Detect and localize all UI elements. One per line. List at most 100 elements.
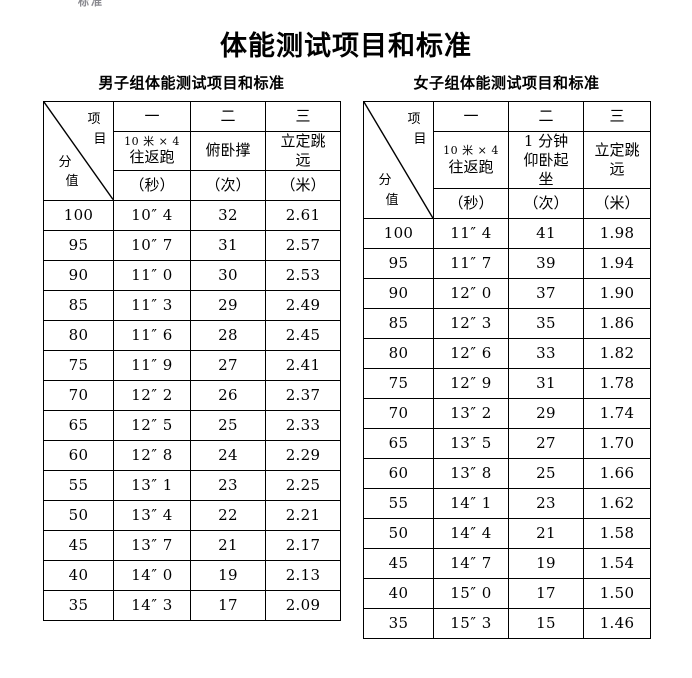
column-event-name-1: 10 米 × 4 往返跑 [113,131,191,171]
standard-value: 1.46 [583,608,651,640]
standard-value: 23 [508,488,584,520]
score-value: 45 [43,529,114,561]
standard-value: 14″ 4 [433,518,509,550]
standard-value: 13″ 2 [433,398,509,430]
column-number-2: 二 [190,101,266,132]
table-row: 45 14″ 7 19 1.54 [363,548,651,580]
table-row: 100 10″ 4 32 2.61 [43,199,341,231]
standard-value: 1.62 [583,488,651,520]
corner-label-item: 项目 [407,112,427,147]
score-value: 60 [363,458,434,490]
standard-value: 2.61 [265,199,341,231]
standard-value: 11″ 9 [113,349,191,381]
standard-value: 41 [508,218,584,250]
corner-header-cell: 项目分值 [43,101,114,201]
table-row: 90 11″ 0 30 2.53 [43,259,341,291]
table-row: 60 13″ 8 25 1.66 [363,458,651,490]
score-value: 95 [363,248,434,280]
female-standards-table: 项目分值一二三 10 米 × 4 往返跑 1 分钟 仰卧起坐立定跳远（秒） （次） （米） 1… [363,100,651,640]
standard-value: 24 [190,439,266,471]
score-value: 55 [43,469,114,501]
header-row-numbers: 项目分值一二三 [43,101,341,201]
standard-value: 13″ 1 [113,469,191,501]
standard-value: 13″ 8 [433,458,509,490]
column-unit-2: （次） [508,188,584,220]
standard-value: 14″ 3 [113,589,191,621]
standard-value: 21 [508,518,584,550]
table-row: 95 10″ 7 31 2.57 [43,229,341,261]
column-number-3: 三 [583,101,651,132]
column-number-1: 一 [433,101,509,132]
score-value: 70 [43,379,114,411]
standard-value: 2.53 [265,259,341,291]
standard-value: 2.37 [265,379,341,411]
score-value: 90 [43,259,114,291]
standard-value: 27 [508,428,584,460]
table-row: 75 12″ 9 31 1.78 [363,368,651,400]
standard-value: 14″ 0 [113,559,191,591]
column-event-name-3: 立定跳远 [583,130,651,190]
score-value: 40 [363,578,434,610]
standard-value: 2.57 [265,229,341,261]
score-value: 90 [363,278,434,310]
standard-value: 25 [190,409,266,441]
score-value: 35 [43,589,114,621]
score-value: 75 [43,349,114,381]
standard-value: 15 [508,608,584,640]
standard-value: 29 [508,398,584,430]
score-value: 85 [363,308,434,340]
standard-value: 1.66 [583,458,651,490]
standard-value: 1.90 [583,278,651,310]
standard-value: 15″ 0 [433,578,509,610]
standard-value: 31 [508,368,584,400]
table-row: 60 12″ 8 24 2.29 [43,439,341,471]
standard-value: 1.74 [583,398,651,430]
standard-value: 19 [190,559,266,591]
table-row: 70 13″ 2 29 1.74 [363,398,651,430]
corner-header-cell: 项目分值 [363,100,434,220]
score-value: 75 [363,368,434,400]
header-row-units: （秒） （次） （米） [44,169,341,201]
corner-label-score: 分值 [58,154,79,190]
standard-value: 11″ 6 [113,319,191,351]
score-value: 40 [43,559,114,591]
standard-value: 1.70 [583,428,651,460]
column-unit-1: （秒） [433,188,509,220]
standard-value: 1.50 [583,578,651,610]
column-number-3: 三 [265,101,341,132]
standard-value: 11″ 4 [433,218,509,250]
diagonal-divider-icon [44,102,113,200]
table-row: 65 13″ 5 27 1.70 [363,428,651,460]
standard-value: 1.82 [583,338,651,370]
standard-value: 17 [508,578,584,610]
standard-value: 14″ 1 [433,488,509,520]
clipped-header-fragment: 标准 [78,0,104,8]
score-value: 65 [363,428,434,460]
standard-value: 14″ 7 [433,548,509,580]
column-number-1: 一 [113,101,191,132]
standard-value: 15″ 3 [433,608,509,640]
score-value: 45 [363,548,434,580]
male-table-title: 男子组体能测试项目和标准 [98,74,285,92]
standard-value: 10″ 7 [113,229,191,261]
score-value: 100 [43,199,114,231]
female-table-body: 项目分值一二三 10 米 × 4 往返跑 1 分钟 仰卧起坐立定跳远（秒） （次） （米） 1… [363,100,651,640]
standard-value: 2.25 [265,469,341,501]
standard-value: 35 [508,308,584,340]
table-row: 85 12″ 3 35 1.86 [363,308,651,340]
standard-value: 23 [190,469,266,501]
standard-value: 22 [190,499,266,531]
column-unit-1: （秒） [113,169,191,201]
table-row: 100 11″ 4 41 1.98 [363,218,651,250]
standard-value: 2.41 [265,349,341,381]
score-value: 60 [43,439,114,471]
standard-value: 29 [190,289,266,321]
standard-value: 37 [508,278,584,310]
column-unit-3: （米） [265,169,341,201]
standard-value: 1.78 [583,368,651,400]
column-number-2: 二 [508,101,584,132]
standard-value: 2.45 [265,319,341,351]
standard-value: 21 [190,529,266,561]
score-value: 100 [363,218,434,250]
